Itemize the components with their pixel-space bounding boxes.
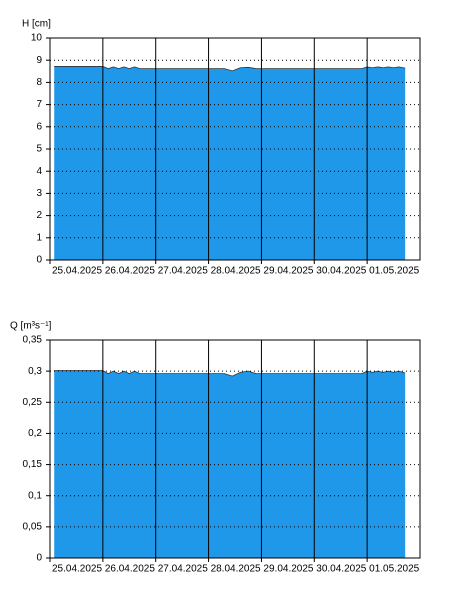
y-tick-label: 5 — [36, 144, 42, 155]
y-tick-label: 0 — [36, 255, 42, 266]
y-tick-label: 0,15 — [23, 459, 43, 470]
x-tick-label: 30.04.2025 — [316, 564, 366, 575]
x-tick-label: 27.04.2025 — [158, 266, 208, 277]
area-outline — [54, 370, 406, 377]
x-tick-label: 25.04.2025 — [52, 564, 102, 575]
chart: H [cm] 0 1 2 3 4 5 6 7 8 9 10 25.04.2025 26.04.2025 27… — [22, 19, 421, 277]
x-tick-label: 26.04.2025 — [105, 564, 155, 575]
y-axis-label: H [cm] — [22, 19, 51, 30]
y-tick-label: 0,3 — [28, 366, 42, 377]
y-tick-label: 10 — [31, 33, 43, 44]
x-tick-label: 27.04.2025 — [158, 564, 208, 575]
y-tick-label: 0,35 — [23, 335, 43, 346]
y-tick-label: 0,25 — [23, 397, 43, 408]
x-tick-label: 28.04.2025 — [211, 266, 261, 277]
x-tick-label: 29.04.2025 — [263, 564, 313, 575]
y-tick-label: 0,1 — [28, 490, 42, 501]
area-outline — [54, 66, 406, 72]
chart: Q [m³s⁻¹] 0 0,05 0,1 0,15 0,2 0,25 0,3 0,35 25.04… — [10, 321, 421, 575]
y-tick-label: 4 — [36, 166, 42, 177]
plot-frame — [49, 339, 421, 559]
area — [54, 370, 406, 558]
y-axis-label: Q [m³s⁻¹] — [10, 321, 52, 332]
x-tick-label: 01.05.2025 — [369, 564, 419, 575]
plot-frame — [49, 37, 421, 261]
x-tick-label: 01.05.2025 — [369, 266, 419, 277]
area — [54, 66, 406, 260]
y-tick-label: 2 — [36, 210, 42, 221]
y-tick-label: 0,2 — [28, 428, 42, 439]
y-tick-label: 1 — [36, 232, 42, 243]
y-tick-label: 0,05 — [23, 521, 43, 532]
x-tick-label: 25.04.2025 — [52, 266, 102, 277]
x-tick-label: 26.04.2025 — [105, 266, 155, 277]
y-tick-label: 0 — [36, 553, 42, 564]
x-tick-label: 28.04.2025 — [211, 564, 261, 575]
x-tick-label: 29.04.2025 — [263, 266, 313, 277]
x-tick-label: 30.04.2025 — [316, 266, 366, 277]
y-tick-label: 9 — [36, 55, 42, 66]
y-tick-label: 7 — [36, 99, 42, 110]
y-tick-label: 6 — [36, 121, 42, 132]
y-tick-label: 8 — [36, 77, 42, 88]
y-tick-label: 3 — [36, 188, 42, 199]
